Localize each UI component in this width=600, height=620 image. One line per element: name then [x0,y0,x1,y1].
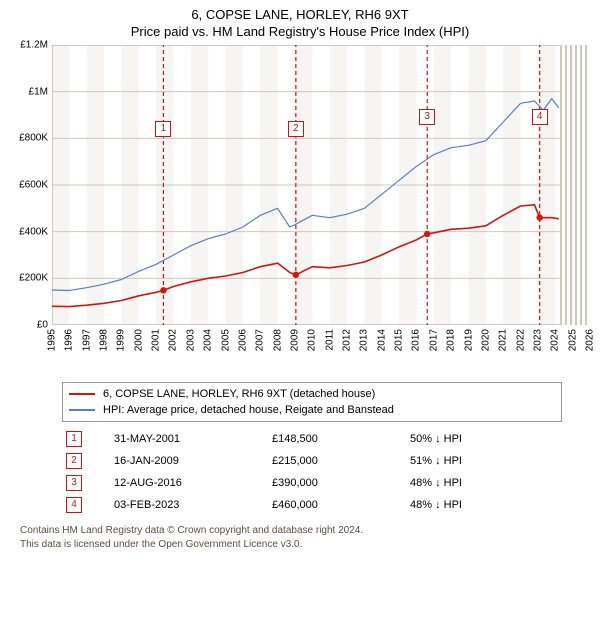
sale-marker: 4 [66,497,82,513]
x-axis-label: 2007 [255,329,266,351]
x-axis-label: 2011 [324,329,335,351]
legend-row: HPI: Average price, detached house, Reig… [69,402,555,418]
x-axis-label: 2008 [272,329,283,351]
y-axis: £0£200K£400K£600K£800K£1M£1.2M [10,45,52,325]
sale-price: £148,500 [268,428,406,450]
sales-table: 1 31-MAY-2001£148,50050% ↓ HPI 2 16-JAN-200… [62,428,562,516]
y-axis-label: £1.2M [20,40,48,51]
x-axis-label: 2013 [359,329,370,351]
sale-price: £390,000 [268,472,406,494]
x-axis-label: 2026 [585,329,596,351]
sale-date: 16-JAN-2009 [110,450,268,472]
y-axis-label: £800K [19,133,48,144]
sale-marker: 2 [66,453,82,469]
x-axis-label: 2019 [463,329,474,351]
sale-marker: 3 [66,475,82,491]
marker-label: 2 [288,121,304,137]
x-axis-label: 2010 [307,329,318,351]
y-axis-label: £1M [29,86,48,97]
sale-delta: 48% ↓ HPI [406,494,562,516]
chart-titles: 6, COPSE LANE, HORLEY, RH6 9XT Price pai… [10,7,590,39]
footer: Contains HM Land Registry data © Crown c… [20,524,580,551]
sale-date: 03-FEB-2023 [110,494,268,516]
x-axis-label: 1998 [99,329,110,351]
sale-marker: 1 [66,431,82,447]
x-axis-label: 2002 [168,329,179,351]
footer-line1: Contains HM Land Registry data © Crown c… [20,524,580,538]
x-axis-label: 2004 [203,329,214,351]
x-axis-label: 1997 [81,329,92,351]
x-axis-label: 1996 [64,329,75,351]
table-row: 3 12-AUG-2016£390,00048% ↓ HPI [62,472,562,494]
sale-delta: 51% ↓ HPI [406,450,562,472]
legend-row: 6, COPSE LANE, HORLEY, RH6 9XT (detached… [69,386,555,402]
x-axis-label: 2001 [151,329,162,351]
subtitle: Price paid vs. HM Land Registry's House … [10,24,590,39]
sale-delta: 48% ↓ HPI [406,472,562,494]
x-axis-label: 2025 [567,329,578,351]
sale-date: 12-AUG-2016 [110,472,268,494]
future-hatch [560,45,590,325]
legend-label: 6, COPSE LANE, HORLEY, RH6 9XT (detached… [103,388,375,400]
sale-price: £460,000 [268,494,406,516]
x-axis-label: 2006 [237,329,248,351]
x-axis-label: 2015 [394,329,405,351]
table-row: 1 31-MAY-2001£148,50050% ↓ HPI [62,428,562,450]
x-axis-label: 1995 [47,329,58,351]
x-axis-label: 1999 [116,329,127,351]
x-axis-label: 2003 [185,329,196,351]
sale-date: 31-MAY-2001 [110,428,268,450]
table-row: 2 16-JAN-2009£215,00051% ↓ HPI [62,450,562,472]
legend-label: HPI: Average price, detached house, Reig… [103,404,394,416]
chart: £0£200K£400K£600K£800K£1M£1.2M 1234 1995… [10,45,590,380]
x-axis-label: 2000 [133,329,144,351]
legend-swatch [69,409,95,411]
x-axis-label: 2012 [342,329,353,351]
sale-price: £215,000 [268,450,406,472]
x-axis-label: 2024 [550,329,561,351]
x-axis: 1995199619971998199920002001200220032004… [52,325,590,375]
x-axis-label: 2016 [411,329,422,351]
x-axis-label: 2018 [446,329,457,351]
marker-label: 3 [419,109,435,125]
marker-label: 4 [532,109,548,125]
x-axis-label: 2014 [376,329,387,351]
x-axis-label: 2021 [498,329,509,351]
x-axis-label: 2017 [428,329,439,351]
x-axis-label: 2022 [515,329,526,351]
x-axis-label: 2023 [532,329,543,351]
x-axis-label: 2005 [220,329,231,351]
x-axis-label: 2009 [289,329,300,351]
sale-delta: 50% ↓ HPI [406,428,562,450]
table-row: 4 03-FEB-2023£460,00048% ↓ HPI [62,494,562,516]
address-title: 6, COPSE LANE, HORLEY, RH6 9XT [10,7,590,22]
y-axis-label: £400K [19,226,48,237]
legend-swatch [69,393,95,395]
footer-line2: This data is licensed under the Open Gov… [20,538,580,552]
plot-area: 1 2 3 4 [52,45,590,325]
marker-label: 1 [155,121,171,137]
y-axis-label: £200K [19,273,48,284]
y-axis-label: £600K [19,180,48,191]
legend: 6, COPSE LANE, HORLEY, RH6 9XT (detached… [62,382,562,422]
x-axis-label: 2020 [480,329,491,351]
